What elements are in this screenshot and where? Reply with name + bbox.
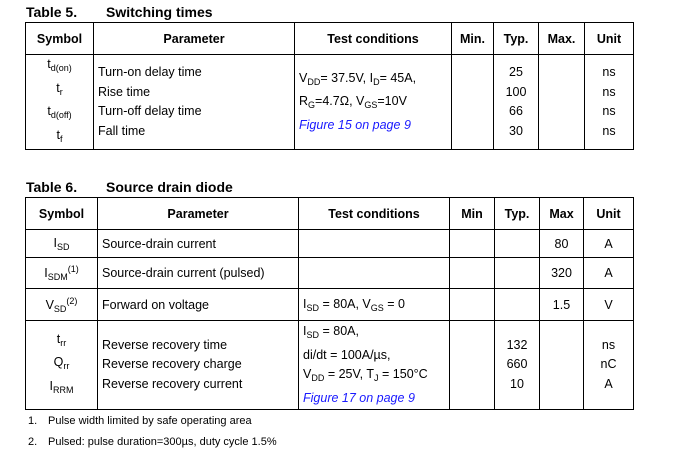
min-cell [449, 288, 495, 321]
max-cell: 80 [539, 229, 584, 258]
figure-link[interactable]: Figure 15 on page 9 [299, 117, 411, 132]
parameter-cell: Forward on voltage [97, 288, 299, 321]
footnote: 1. Pulse width limited by safe operating … [28, 415, 252, 427]
header-test-conditions: Test conditions [294, 22, 452, 55]
unit-cell: A [583, 257, 634, 289]
table-row: ISD Source-drain current 80 A [25, 229, 634, 258]
table-row: VSD(2) Forward on voltage ISD = 80A, VGS =… [25, 288, 634, 321]
conditions-cell: VDD= 37.5V, ID= 45A, RG=4.7Ω, VGS=10V Figu… [294, 54, 452, 150]
table5-title: Table 5. Switching times [26, 4, 213, 20]
header-row: Symbol Parameter Test conditions Min Typ. Max… [25, 197, 634, 230]
min-cell [449, 320, 495, 410]
unit-cell: ns ns ns ns [584, 54, 634, 150]
parameter-cell: Source-drain current (pulsed) [97, 257, 299, 289]
max-cell: 320 [539, 257, 584, 289]
header-max: Max. [538, 22, 585, 55]
table-row: td(on) tr td(off) tf Turn-on delay time Rise… [25, 54, 634, 150]
parameter-cell: Turn-on delay time Rise time Turn-off dela… [93, 54, 295, 150]
header-min: Min [449, 197, 495, 230]
header-test-conditions: Test conditions [298, 197, 450, 230]
unit-cell: ns nC A [583, 320, 634, 410]
min-cell [449, 257, 495, 289]
table6-title: Table 6. Source drain diode [26, 179, 233, 195]
parameter-cell: Source-drain current [97, 229, 299, 258]
header-symbol: Symbol [25, 197, 98, 230]
figure-link[interactable]: Figure 17 on page 9 [303, 390, 415, 405]
header-parameter: Parameter [97, 197, 299, 230]
min-cell [449, 229, 495, 258]
unit-cell: A [583, 229, 634, 258]
table-row: ISDM(1) Source-drain current (pulsed) 320 A [25, 257, 634, 289]
unit-cell: V [583, 288, 634, 321]
header-parameter: Parameter [93, 22, 295, 55]
typ-cell [494, 257, 540, 289]
typ-cell [494, 229, 540, 258]
header-row: Symbol Parameter Test conditions Min. Typ. Ma… [25, 22, 634, 55]
min-cell [451, 54, 494, 150]
header-unit: Unit [584, 22, 634, 55]
max-cell [539, 320, 584, 410]
symbol-cell: VSD(2) [25, 288, 98, 321]
switching-times-table: Symbol Parameter Test conditions Min. Typ. Ma… [25, 22, 634, 150]
conditions-cell: ISD = 80A, VGS = 0 [298, 288, 450, 321]
typ-cell: 132 660 10 [494, 320, 540, 410]
header-typ: Typ. [494, 197, 540, 230]
typ-cell: 25 100 66 30 [493, 54, 539, 150]
header-unit: Unit [583, 197, 634, 230]
source-drain-diode-table: Symbol Parameter Test conditions Min Typ. Max… [25, 197, 634, 410]
symbol-cell: ISDM(1) [25, 257, 98, 289]
typ-cell [494, 288, 540, 321]
conditions-cell [298, 229, 450, 258]
parameter-cell: Reverse recovery time Reverse recovery ch… [97, 320, 299, 410]
conditions-cell [298, 257, 450, 289]
max-cell [538, 54, 585, 150]
header-symbol: Symbol [25, 22, 94, 55]
symbol-cell: trr Qrr IRRM [25, 320, 98, 410]
table-row: trr Qrr IRRM Reverse recovery time Reverse … [25, 320, 634, 410]
symbol-cell: ISD [25, 229, 98, 258]
symbol-cell: td(on) tr td(off) tf [25, 54, 94, 150]
header-min: Min. [451, 22, 494, 55]
max-cell: 1.5 [539, 288, 584, 321]
conditions-cell: ISD = 80A, di/dt = 100A/µs, VDD = 25V, TJ … [298, 320, 450, 410]
footnote: 2. Pulsed: pulse duration=300µs, duty cyc… [28, 436, 277, 448]
header-typ: Typ. [493, 22, 539, 55]
header-max: Max [539, 197, 584, 230]
